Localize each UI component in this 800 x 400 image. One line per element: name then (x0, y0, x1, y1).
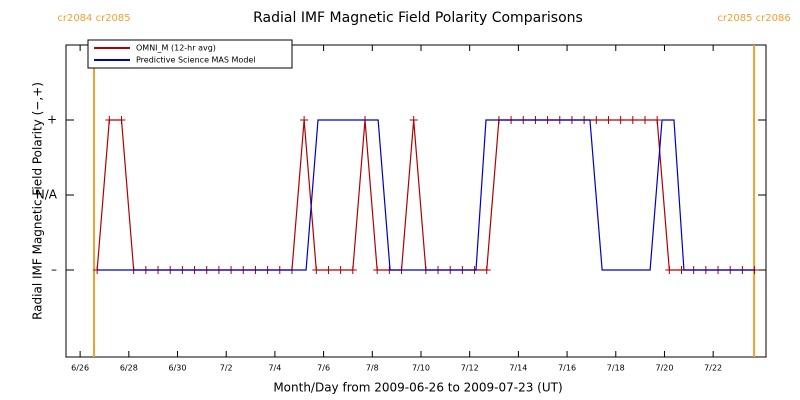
legend-label: OMNI_M (12-hr avg) (136, 44, 216, 53)
chart-title: Radial IMF Magnetic Field Polarity Compa… (253, 10, 583, 26)
data-marker (640, 116, 649, 124)
data-marker (653, 116, 662, 124)
x-tick-label: 6/28 (120, 364, 138, 373)
x-tick-label: 7/18 (607, 364, 625, 373)
data-marker (324, 266, 333, 274)
y-tick-label: – (51, 263, 57, 277)
x-tick-label: 7/22 (704, 364, 722, 373)
x-tick-label: 6/26 (71, 364, 89, 373)
boundary-label: cr2085 cr2086 (717, 13, 790, 24)
plot-frame (65, 44, 767, 358)
y-axis-label: Radial IMF Magnetic Field Polarity (−,+) (31, 82, 45, 320)
x-tick-label: 7/2 (220, 364, 233, 373)
data-marker (604, 116, 613, 124)
x-tick-label: 7/4 (268, 364, 281, 373)
series-line (97, 119, 756, 271)
data-marker (373, 266, 382, 274)
data-marker (300, 116, 309, 124)
legend-box (87, 39, 293, 69)
x-tick-label: 6/30 (169, 364, 187, 373)
data-marker (616, 116, 625, 124)
data-marker (348, 266, 357, 274)
data-marker (117, 116, 126, 124)
data-marker (312, 266, 321, 274)
x-tick-label: 7/12 (461, 364, 479, 373)
boundary-label: cr2084 cr2085 (57, 13, 130, 24)
x-tick-label: 7/10 (412, 364, 430, 373)
x-tick-label: 7/14 (509, 364, 527, 373)
data-marker (336, 266, 345, 274)
data-marker (482, 266, 491, 274)
x-axis-label: Month/Day from 2009-06-26 to 2009-07-23 … (273, 381, 562, 395)
y-tick-label: + (47, 113, 57, 127)
data-marker (628, 116, 637, 124)
x-tick-label: 7/16 (558, 364, 576, 373)
legend-label: Predictive Science MAS Model (136, 56, 256, 65)
x-tick-label: 7/6 (317, 364, 330, 373)
data-marker (105, 116, 114, 124)
data-marker (665, 266, 674, 274)
data-marker (409, 116, 418, 124)
y-tick-label: N/A (36, 188, 58, 202)
data-marker (592, 116, 601, 124)
x-tick-label: 7/20 (655, 364, 673, 373)
x-tick-label: 7/8 (366, 364, 379, 373)
